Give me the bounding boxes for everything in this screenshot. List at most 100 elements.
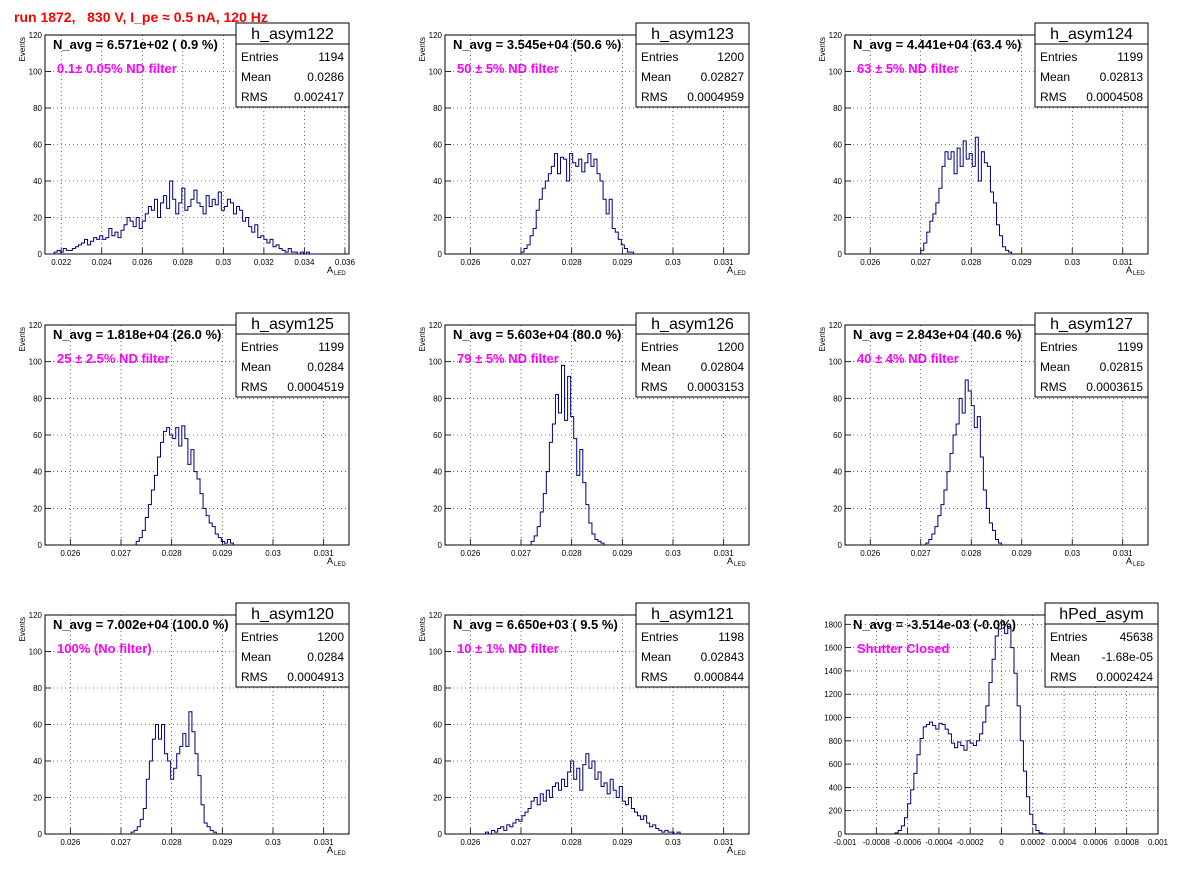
y-tick-label: 200: [829, 807, 843, 816]
x-tick-label: 0.031: [1113, 549, 1134, 558]
histogram-panel-h_asym123: 0.026 0.027 0.028 0.029 0.03 0.031 0 20 40 60 80 10…: [418, 22, 750, 277]
x-tick-label: 0.026: [132, 258, 153, 267]
x-tick-label: 0.028: [562, 838, 583, 847]
x-tick-label: -0.0004: [925, 838, 953, 847]
stats-box-frame: [235, 602, 350, 688]
x-tick-label: 0.028: [162, 838, 183, 847]
x-tick-label: 0.03: [265, 838, 281, 847]
x-tick-label: 0.029: [212, 838, 233, 847]
x-axis-label: A: [727, 845, 733, 855]
navg-label: N_avg = 5.603e+04 (80.0 %): [453, 327, 621, 342]
y-axis-label: Events: [418, 327, 427, 351]
stats-value: 0.0286: [307, 70, 344, 84]
stats-label: Mean: [1040, 360, 1070, 374]
x-tick-label: 0.027: [911, 258, 932, 267]
stats-box: h_asym126 Entries 1200 Mean 0.02804 RMS 0.0003…: [635, 312, 750, 398]
x-tick-label: 0.026: [460, 838, 481, 847]
x-tick-label: 0.0008: [1114, 838, 1139, 847]
stats-hist-name: h_asym120: [251, 606, 334, 623]
histogram-panel-h_asym127: 0.026 0.027 0.028 0.029 0.03 0.031 0 20 40 60 80 10…: [818, 312, 1149, 568]
x-tick-label: 0.024: [92, 258, 113, 267]
x-tick-label: 0.028: [562, 258, 583, 267]
x-tick-label: 0.027: [511, 549, 532, 558]
y-tick-label: 1600: [824, 644, 842, 653]
x-axis-label: A: [1126, 265, 1132, 275]
y-tick-label: 0: [38, 541, 43, 550]
x-tick-label: 0.03: [216, 258, 232, 267]
x-axis-label: A: [327, 845, 333, 855]
y-tick-label: 100: [29, 358, 43, 367]
stats-label: Entries: [241, 50, 278, 64]
stats-box: h_asym121 Entries 1198 Mean 0.02843 RMS 0.0008…: [635, 602, 750, 688]
y-tick-label: 0: [838, 830, 843, 839]
y-tick-label: 60: [433, 141, 442, 150]
x-tick-label: 0.031: [1113, 258, 1134, 267]
x-axis-label-subscript: LED: [734, 562, 746, 568]
navg-label: N_avg = 6.571e+02 ( 0.9 %): [53, 37, 218, 52]
x-tick-label: 0: [999, 838, 1004, 847]
histogram-bars: [520, 153, 634, 254]
x-tick-label: 0.03: [1064, 258, 1080, 267]
x-tick-label: 0.03: [665, 549, 681, 558]
x-tick-label: 0.03: [1064, 549, 1080, 558]
stats-value: 0.0004508: [1086, 90, 1143, 104]
y-tick-label: 120: [429, 611, 443, 620]
y-tick-label: 0: [438, 541, 443, 550]
stats-hist-name: hPed_asym: [1059, 606, 1144, 623]
y-tick-label: 1400: [824, 667, 842, 676]
x-tick-label: 0.026: [460, 258, 481, 267]
y-tick-label: 100: [429, 648, 443, 657]
x-axis-label: A: [727, 556, 733, 566]
y-tick-label: 20: [33, 214, 42, 223]
y-tick-label: 40: [433, 177, 442, 186]
histogram-bars: [485, 753, 681, 835]
y-tick-label: 20: [433, 504, 442, 513]
histogram-bars: [925, 379, 1003, 545]
y-tick-label: 60: [433, 431, 442, 440]
y-tick-label: 0: [38, 830, 43, 839]
y-tick-label: 20: [33, 504, 42, 513]
stats-value: 0.0284: [307, 650, 344, 664]
y-tick-label: 400: [829, 783, 843, 792]
y-tick-label: 120: [829, 31, 843, 40]
y-axis-label: Events: [418, 37, 427, 61]
stats-value: 1199: [1117, 50, 1143, 64]
x-tick-label: 0.0006: [1083, 838, 1108, 847]
stats-label: RMS: [641, 380, 668, 394]
filter-label: 79 ± 5% ND filter: [457, 351, 559, 366]
y-axis-label: Events: [18, 327, 27, 351]
x-tick-label: 0.03: [665, 838, 681, 847]
filter-label: 63 ± 5% ND filter: [857, 61, 959, 76]
y-axis-label: Events: [18, 37, 27, 61]
x-tick-label: 0.026: [460, 549, 481, 558]
x-tick-label: 0.022: [51, 258, 72, 267]
x-tick-label: 0.031: [714, 549, 735, 558]
x-tick-label: 0.034: [294, 258, 315, 267]
histogram-bars: [894, 621, 1046, 835]
stats-label: Entries: [1050, 630, 1087, 644]
stats-hist-name: h_asym125: [251, 316, 334, 333]
y-tick-label: 60: [33, 431, 42, 440]
x-tick-label: 0.027: [511, 838, 532, 847]
y-tick-label: 80: [33, 104, 42, 113]
stats-box: h_asym123 Entries 1200 Mean 0.02827 RMS 0.0004…: [635, 22, 750, 108]
y-tick-label: 40: [833, 177, 842, 186]
stats-label: Mean: [641, 70, 671, 84]
stats-box-frame: [235, 22, 350, 108]
y-tick-label: 600: [829, 760, 843, 769]
stats-label: Entries: [1040, 340, 1077, 354]
y-tick-label: 40: [33, 177, 42, 186]
y-tick-label: 120: [29, 31, 43, 40]
x-tick-label: -0.0008: [863, 838, 891, 847]
stats-label: Mean: [1040, 70, 1070, 84]
x-tick-label: 0.028: [562, 549, 583, 558]
stats-value: 0.0284: [307, 360, 344, 374]
x-axis-label-subscript: LED: [1133, 562, 1145, 568]
stats-value: 1200: [317, 630, 344, 644]
y-tick-label: 40: [833, 468, 842, 477]
y-tick-label: 40: [33, 468, 42, 477]
x-axis-label: A: [1126, 556, 1132, 566]
y-tick-label: 100: [29, 68, 43, 77]
stats-label: RMS: [1040, 380, 1067, 394]
